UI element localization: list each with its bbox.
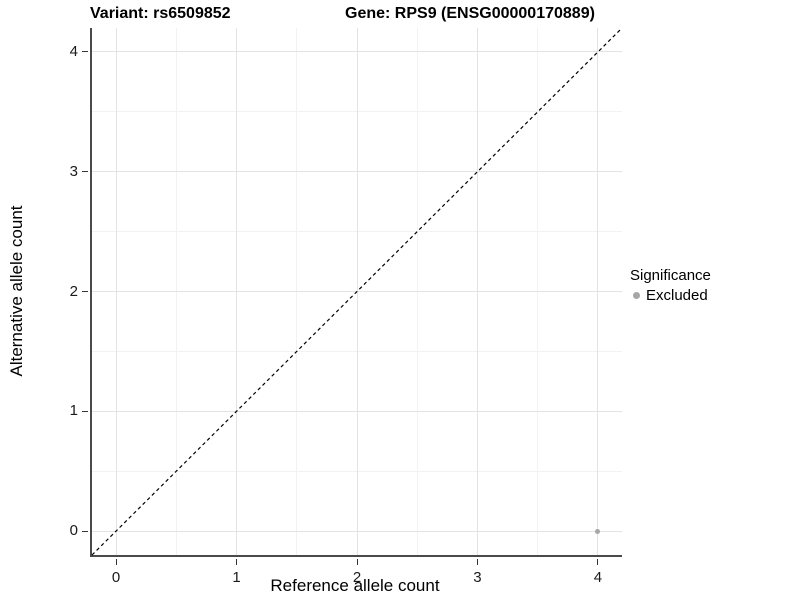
plot-title-gene: Gene: RPS9 (ENSG00000170889) bbox=[345, 5, 595, 22]
x-tick-label: 1 bbox=[232, 569, 241, 586]
y-axis-title: Alternative allele count bbox=[7, 205, 26, 377]
x-tick-label: 4 bbox=[593, 569, 603, 586]
gridline-major-y bbox=[92, 51, 622, 53]
x-tick-label: 3 bbox=[473, 569, 482, 586]
legend-items: Excluded bbox=[630, 287, 711, 304]
y-tick-label: 4 bbox=[69, 42, 78, 60]
x-tick-mark bbox=[356, 559, 358, 565]
legend-item: Excluded bbox=[630, 287, 711, 304]
y-tick-label: 0 bbox=[69, 522, 78, 540]
x-tick-label: 0 bbox=[111, 569, 121, 586]
x-axis-title: Reference allele count bbox=[270, 576, 440, 595]
x-tick-mark bbox=[236, 559, 238, 565]
y-tick-mark bbox=[82, 171, 88, 173]
gridline-major-y bbox=[92, 171, 622, 173]
plot-title-variant: Variant: rs6509852 bbox=[90, 5, 231, 22]
y-tick-label: 3 bbox=[69, 162, 78, 180]
legend-title: Significance bbox=[630, 267, 711, 284]
plot-panel: 0 1 2 3 4 0 1 2 3 4 bbox=[70, 27, 623, 586]
y-tick-mark bbox=[82, 291, 88, 292]
legend-point-icon bbox=[633, 292, 640, 299]
y-tick-mark bbox=[82, 410, 88, 412]
identity-dashed-line bbox=[91, 27, 623, 556]
x-tick-mark bbox=[597, 559, 599, 565]
x-tick-mark bbox=[115, 559, 117, 565]
y-tick-label: 2 bbox=[69, 282, 78, 300]
legend: Significance Excluded bbox=[630, 267, 711, 304]
x-tick-mark bbox=[476, 559, 478, 565]
y-tick-mark bbox=[82, 530, 88, 532]
data-point-excluded bbox=[595, 528, 601, 534]
y-tick-label: 1 bbox=[69, 402, 78, 420]
gridline-major-y bbox=[92, 530, 622, 532]
y-tick-mark bbox=[82, 51, 88, 53]
gridline-major-y bbox=[92, 410, 622, 412]
x-tick-label: 2 bbox=[352, 569, 362, 586]
legend-item-label: Excluded bbox=[646, 287, 708, 304]
